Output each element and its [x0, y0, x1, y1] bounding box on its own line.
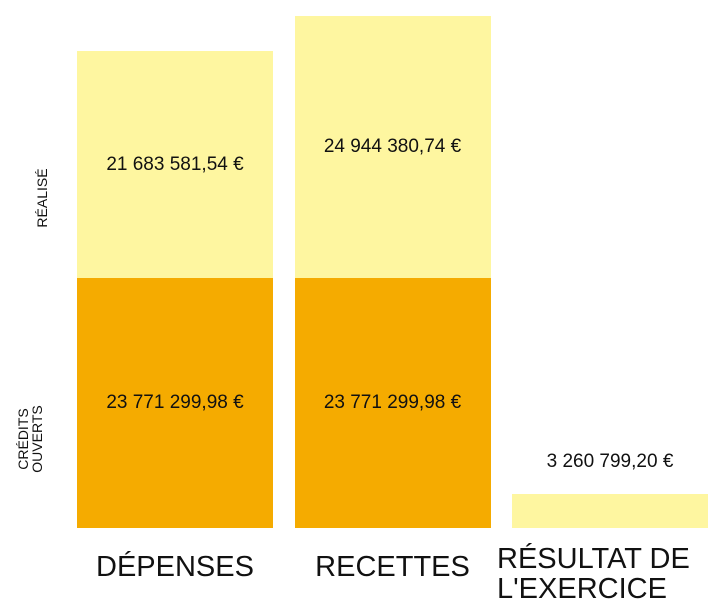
value-label: 21 683 581,54 € [106, 153, 244, 175]
category-label: RECETTES [315, 551, 470, 583]
bar-segment [512, 493, 708, 528]
series-label: CRÉDITS OUVERTS [15, 405, 45, 473]
bar-segment [294, 278, 491, 528]
series-label: RÉALISÉ [34, 168, 50, 228]
bar-segment [77, 50, 273, 279]
category-label: DÉPENSES [96, 551, 254, 583]
bar-segment [77, 278, 273, 528]
value-label: 24 944 380,74 € [323, 136, 462, 158]
value-label: 3 260 799,20 € [546, 450, 674, 472]
bar-segment [294, 16, 491, 279]
value-label: 23 771 299,98 € [106, 392, 244, 414]
category-label: RÉSULTAT DE L'EXERCICE [497, 543, 690, 605]
value-label: 23 771 299,98 € [323, 392, 462, 414]
